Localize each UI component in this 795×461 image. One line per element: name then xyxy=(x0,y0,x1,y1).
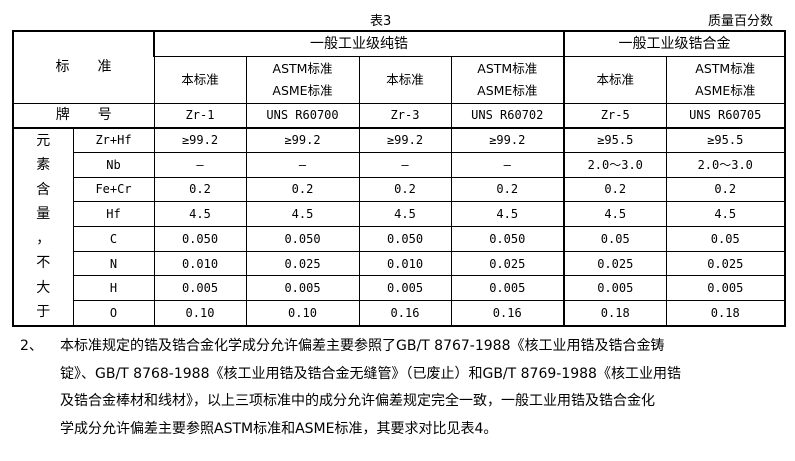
value-cell: 4.5 xyxy=(450,201,565,227)
value-cell: 0.2 xyxy=(563,176,667,203)
value-cell: 0.050 xyxy=(450,225,565,252)
value-cell: 0.005 xyxy=(245,275,360,302)
value-cell: 0.18 xyxy=(665,300,786,326)
value-cell: 0.025 xyxy=(665,250,786,277)
grade-cell: UNS R60700 xyxy=(245,102,360,129)
element-cell: C xyxy=(72,225,155,252)
element-cell: H xyxy=(72,275,155,302)
substandard-header: 本标准 xyxy=(563,55,667,104)
value-cell: 0.050 xyxy=(245,225,360,252)
table-row: O 0.10 0.10 0.16 0.16 0.18 0.18 xyxy=(13,300,786,326)
substandard-header: 本标准 xyxy=(153,55,247,104)
value-cell: 0.005 xyxy=(450,275,565,302)
side-label-char: ， xyxy=(36,230,51,247)
value-cell: 0.025 xyxy=(245,250,360,277)
table-row: C 0.050 0.050 0.050 0.050 0.05 0.05 xyxy=(13,225,786,252)
value-cell: ≥99.2 xyxy=(358,127,452,153)
standard-header: 标 准 xyxy=(12,30,155,104)
element-cell: O xyxy=(72,300,155,326)
value-cell: 0.2 xyxy=(665,176,786,203)
note-line: 学成分允许偏差主要参照ASTM标准和ASME标准，其要求对比见表4。 xyxy=(60,420,498,437)
table-row: Fe+Cr 0.2 0.2 0.2 0.2 0.2 0.2 xyxy=(13,176,786,203)
value-cell: 0.025 xyxy=(450,250,565,277)
value-cell: 4.5 xyxy=(563,201,667,227)
value-cell: 0.10 xyxy=(153,300,247,326)
value-cell: 0.005 xyxy=(563,275,667,302)
value-cell: 4.5 xyxy=(245,201,360,227)
note-line: 本标准规定的锆及锆合金化学成分允许偏差主要参照了GB/T 8767-1988《核… xyxy=(60,338,665,354)
value-cell: — xyxy=(450,151,565,178)
note-line: 锭》、GB/T 8768-1988《核工业用锆及锆合金无缝管》（已废止）和GB/… xyxy=(60,365,681,382)
value-cell: 4.5 xyxy=(358,201,452,227)
element-cell: Fe+Cr xyxy=(72,176,155,203)
side-label-char: 量 xyxy=(36,206,51,222)
element-cell: Hf xyxy=(72,201,155,227)
substandard-header: ASTM标准 ASME标准 xyxy=(245,55,360,104)
side-label-char: 素 xyxy=(36,157,51,173)
element-cell: Zr+Hf xyxy=(72,127,155,153)
value-cell: 0.010 xyxy=(153,250,247,277)
value-cell: 2.0～3.0 xyxy=(563,151,667,178)
element-cell: Nb xyxy=(72,151,155,178)
value-cell: 4.5 xyxy=(153,201,247,227)
value-cell: 0.16 xyxy=(450,300,565,326)
side-label-char: 含 xyxy=(36,181,51,198)
element-cell: N xyxy=(72,250,155,277)
side-label-char: 大 xyxy=(36,279,51,296)
table-row: Nb — — — —2.0～3.0 2.0～3.0 xyxy=(13,151,786,178)
value-cell: 0.2 xyxy=(450,176,565,203)
value-cell: 0.18 xyxy=(563,300,667,326)
note-number: 2、 xyxy=(20,338,43,354)
grade-cell: UNS R60702 xyxy=(450,102,565,129)
unit-label: 质量百分数 xyxy=(707,14,773,29)
value-cell: 0.2 xyxy=(153,176,247,203)
value-cell: 4.5 xyxy=(665,201,786,227)
value-cell: 0.2 xyxy=(358,176,452,203)
value-cell: 0.05 xyxy=(665,225,786,252)
group-zr-alloy: 一般工业级锆合金 xyxy=(563,30,786,57)
value-cell: 2.0～3.0 xyxy=(665,151,786,178)
value-cell: 0.2 xyxy=(245,176,360,203)
value-cell: 0.005 xyxy=(153,275,247,302)
value-cell: 0.025 xyxy=(563,250,667,277)
note-paragraph: 2、 本标准规定的锆及锆合金化学成分允许偏差主要参照了GB/T 8767-1988… xyxy=(20,333,780,443)
value-cell: 0.005 xyxy=(665,275,786,302)
substandard-header: 本标准 xyxy=(358,55,452,104)
value-cell: — xyxy=(153,151,247,178)
value-cell: 0.10 xyxy=(245,300,360,326)
table-row: N 0.010 0.025 0.010 0.025 0.025 0.025 xyxy=(13,250,786,277)
value-cell: 0.050 xyxy=(153,225,247,252)
grade-header: 牌 号 xyxy=(12,102,155,129)
side-label-char: 元 xyxy=(36,132,51,149)
value-cell: 0.005 xyxy=(358,275,452,302)
substandard-header: ASTM标准 ASME标准 xyxy=(450,55,565,104)
grade-cell: Zr-5 xyxy=(563,102,667,129)
composition-table: 标 准 一般工业级纯锆 一般工业级锆合金 本标准 ASTM标准 ASME标准 本标准… xyxy=(12,30,786,327)
value-cell: 0.16 xyxy=(358,300,452,326)
value-cell: — xyxy=(245,151,360,178)
value-cell: ≥99.2 xyxy=(245,127,360,153)
value-cell: — xyxy=(358,151,452,178)
value-cell: ≥99.2 xyxy=(153,127,247,153)
value-cell: 0.010 xyxy=(358,250,452,277)
table-caption: 表3 xyxy=(370,14,392,29)
side-label: 元素含量 ， 不大于 xyxy=(12,127,74,326)
value-cell: 0.05 xyxy=(563,225,667,252)
value-cell: ≥95.5 xyxy=(563,127,667,153)
grade-cell: Zr-3 xyxy=(358,102,452,129)
table-row: 元素含量，不大于 Zr+Hf ≥99.2 ≥99.2 ≥99.2 ≥99.2 ≥95.5 ≥9… xyxy=(12,127,786,326)
table-row: Hf 4.5 4.5 4.5 4.5 4.5 4.5 xyxy=(13,201,786,227)
grade-cell: UNS R60705 xyxy=(665,102,786,129)
group-pure-zr: 一般工业级纯锆 xyxy=(153,30,565,57)
substandard-header: ASTM标准 ASME标准 xyxy=(665,55,786,104)
table-row: H 0.005 0.005 0.005 0.005 0.005 0.005 xyxy=(13,275,786,302)
value-cell: ≥95.5 xyxy=(665,127,786,153)
grade-cell: Zr-1 xyxy=(153,102,247,129)
side-label-char: 不 xyxy=(36,255,51,271)
value-cell: ≥99.2 xyxy=(450,127,565,153)
value-cell: 0.050 xyxy=(358,225,452,252)
note-line: 及锆合金棒材和线材》，以上三项标准中的成分允许偏差规定完全一致，一般工业用锆及锆… xyxy=(60,393,655,409)
side-label-char: 于 xyxy=(36,304,51,320)
